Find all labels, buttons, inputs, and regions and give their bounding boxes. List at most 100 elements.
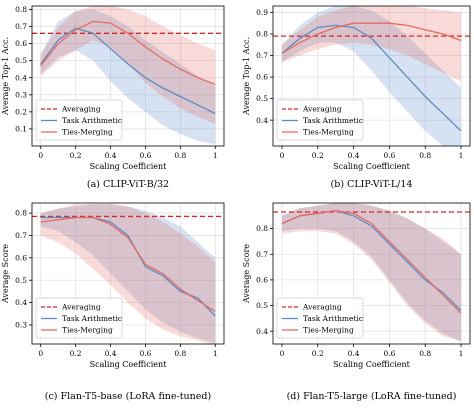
panel-caption: (a) CLIP-ViT-B/32	[87, 179, 169, 190]
legend-task-arithmetic-label: Task Arithmetic	[62, 314, 122, 323]
panel-caption: (c) Flan-T5-base (LoRA fine-tuned)	[45, 391, 211, 402]
y-axis-label: Average Top-1 Acc.	[242, 37, 251, 116]
y-tick-label: 0.7	[15, 231, 27, 240]
y-tick-label: 0.5	[256, 301, 268, 310]
chart-panel-0: 0 0.2 0.4 0.6 0.8 1 0.1 0.2 0.3 0.4 0.5 0.6 0.7 0.8 Sc…	[1, 5, 225, 190]
y-tick-label: 0.5	[15, 276, 27, 285]
x-tick-label: 0.2	[312, 349, 324, 358]
x-tick-label: 0	[38, 151, 43, 160]
legend-ties-merging-label: Ties-Merging	[303, 128, 354, 137]
x-tick-label: 0.4	[348, 349, 360, 358]
x-tick-label: 0.2	[312, 151, 324, 160]
x-tick-label: 0.8	[419, 349, 431, 358]
x-tick-label: 0.2	[70, 151, 82, 160]
y-tick-label: 0.5	[256, 94, 268, 103]
y-tick-label: 0.2	[15, 107, 27, 116]
series-line-0	[281, 24, 462, 132]
y-axis-label: Average Top-1 Acc.	[1, 37, 10, 116]
legend-task-arithmetic-label: Task Arithmetic	[62, 116, 122, 125]
y-tick-label: 0.8	[256, 224, 268, 233]
y-tick-label: 0.4	[256, 327, 268, 336]
x-tick-label: 0.8	[419, 151, 431, 160]
chart-panel-1: 0 0.2 0.4 0.6 0.8 1 0.4 0.5 0.6 0.7 0.8 0.9 Scaling …	[242, 5, 471, 190]
series-line-1	[40, 216, 216, 313]
series-band-1	[40, 204, 216, 344]
x-tick-label: 0.8	[174, 151, 186, 160]
chart-panel-3: 0 0.2 0.4 0.6 0.8 1 0.4 0.5 0.6 0.7 0.8 Scaling Coe…	[242, 202, 471, 402]
legend-box	[35, 297, 123, 339]
y-tick-label: 0.4	[256, 116, 268, 125]
y-axis-label: Average Score	[242, 244, 251, 304]
series-band-0	[282, 6, 461, 146]
x-tick-label: 0.8	[174, 349, 186, 358]
series-band-0	[40, 9, 216, 145]
legend-box	[35, 99, 123, 141]
plot-content	[32, 204, 224, 344]
y-tick-label: 0.9	[256, 8, 268, 17]
series-line-1	[281, 210, 462, 314]
plot-frame	[31, 5, 225, 147]
x-tick-label: 1	[459, 349, 464, 358]
series-line-1	[281, 22, 462, 54]
plot-content	[32, 6, 224, 145]
legend-ties-merging-label: Ties-Merging	[303, 326, 354, 335]
y-tick-label: 0.6	[15, 39, 27, 48]
chart-panel-2: 0 0.2 0.4 0.6 0.8 1 0.3 0.4 0.5 0.6 0.7 0.8 Scaling …	[1, 202, 225, 402]
x-axis-label: Scaling Coefficient	[90, 360, 168, 369]
legend-ties-merging-label: Ties-Merging	[62, 326, 113, 335]
legend-box	[276, 99, 364, 141]
x-tick-label: 0	[280, 349, 285, 358]
x-tick-label: 0.6	[139, 349, 151, 358]
series-band-1	[282, 203, 461, 342]
y-tick-label: 0.4	[15, 298, 27, 307]
legend-ties-merging-label: Ties-Merging	[62, 128, 113, 137]
y-tick-label: 0.4	[15, 73, 27, 82]
x-tick-label: 1	[213, 151, 218, 160]
legend-averaging-label: Averaging	[302, 303, 342, 312]
y-tick-label: 0.8	[15, 5, 27, 14]
plot-frame	[272, 5, 471, 147]
panel-caption: (d) Flan-T5-large (LoRA fine-tuned)	[287, 391, 457, 402]
y-axis-label: Average Score	[1, 244, 10, 304]
y-tick-label: 0.6	[15, 253, 27, 262]
x-tick-label: 0.4	[105, 151, 117, 160]
series-line-0	[40, 27, 216, 115]
series-band-1	[282, 6, 461, 82]
x-axis-label: Scaling Coefficient	[333, 360, 411, 369]
x-tick-label: 0.4	[105, 349, 117, 358]
series-band-0	[40, 204, 216, 343]
y-tick-label: 0.1	[15, 125, 27, 134]
x-tick-label: 0.6	[383, 151, 395, 160]
y-tick-label: 0.8	[15, 209, 27, 218]
y-tick-label: 0.6	[256, 276, 268, 285]
legend-task-arithmetic-label: Task Arithmetic	[303, 314, 363, 323]
plot-content	[273, 6, 470, 146]
plot-content	[273, 203, 470, 342]
x-tick-label: 0	[38, 349, 43, 358]
y-tick-label: 0.3	[15, 321, 27, 330]
legend-task-arithmetic-label: Task Arithmetic	[303, 116, 363, 125]
x-tick-label: 1	[459, 151, 464, 160]
series-line-1	[40, 20, 216, 86]
series-band-1	[40, 6, 216, 124]
x-axis-label: Scaling Coefficient	[333, 162, 411, 171]
y-tick-label: 0.5	[15, 56, 27, 65]
x-tick-label: 0.6	[139, 151, 151, 160]
x-axis-label: Scaling Coefficient	[90, 162, 168, 171]
x-tick-label: 0	[280, 151, 285, 160]
panel-caption: (b) CLIP-ViT-L/14	[331, 179, 413, 190]
x-tick-label: 1	[213, 349, 218, 358]
legend-averaging-label: Averaging	[61, 303, 101, 312]
plot-frame	[272, 202, 471, 345]
plot-frame	[31, 202, 225, 345]
y-tick-label: 0.6	[256, 73, 268, 82]
y-tick-label: 0.7	[256, 250, 268, 259]
y-tick-label: 0.8	[256, 30, 268, 39]
y-tick-label: 0.3	[15, 90, 27, 99]
y-tick-label: 0.7	[256, 51, 268, 60]
legend-box	[276, 297, 364, 339]
legend-averaging-label: Averaging	[61, 105, 101, 114]
series-band-0	[282, 203, 461, 342]
x-tick-label: 0.2	[70, 349, 82, 358]
